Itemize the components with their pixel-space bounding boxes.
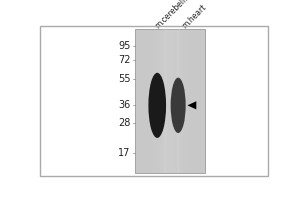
Bar	[163, 29, 164, 173]
Bar	[165, 29, 166, 173]
Bar	[186, 29, 187, 173]
Bar	[152, 29, 154, 173]
Bar	[180, 29, 181, 173]
Bar	[148, 29, 150, 173]
Bar	[176, 29, 178, 173]
Text: 36: 36	[118, 100, 130, 110]
Bar	[196, 29, 197, 173]
Bar	[174, 29, 175, 173]
Bar	[183, 29, 184, 173]
Bar	[170, 29, 171, 173]
Bar	[150, 29, 151, 173]
Bar	[160, 29, 161, 173]
Text: m.heart: m.heart	[181, 2, 208, 30]
Bar	[144, 29, 145, 173]
Bar	[172, 29, 173, 173]
Bar	[148, 29, 149, 173]
Text: 95: 95	[118, 41, 130, 51]
Bar	[147, 29, 148, 173]
Bar	[182, 29, 183, 173]
Bar	[143, 29, 144, 173]
Bar	[164, 29, 166, 173]
Text: 28: 28	[118, 118, 130, 128]
Bar	[181, 29, 182, 173]
Bar	[190, 29, 192, 173]
Bar	[167, 29, 168, 173]
Bar	[168, 29, 169, 173]
Bar	[145, 29, 146, 173]
Text: m.cerebellum: m.cerebellum	[154, 0, 197, 30]
Bar	[178, 29, 180, 173]
Bar	[146, 29, 147, 173]
Bar	[156, 29, 157, 173]
Bar	[192, 29, 194, 173]
Bar	[184, 29, 185, 173]
Bar	[179, 29, 181, 173]
Bar	[185, 29, 186, 173]
Text: 72: 72	[118, 55, 130, 65]
Bar	[190, 29, 191, 173]
Bar	[189, 29, 190, 173]
Text: 17: 17	[118, 148, 130, 158]
Bar	[135, 29, 205, 173]
Bar	[175, 29, 176, 173]
Bar	[164, 29, 165, 173]
Bar	[187, 29, 188, 173]
Bar	[194, 29, 195, 173]
Bar	[162, 29, 163, 173]
Polygon shape	[188, 101, 196, 109]
Bar	[195, 29, 196, 173]
Text: 55: 55	[118, 74, 130, 84]
Bar	[197, 29, 198, 173]
Ellipse shape	[148, 73, 166, 138]
Bar	[152, 29, 153, 173]
Bar	[166, 29, 167, 173]
Bar	[193, 29, 194, 173]
Bar	[157, 29, 158, 173]
Bar	[191, 29, 193, 173]
Bar	[158, 29, 159, 173]
Bar	[161, 29, 162, 173]
Bar	[159, 29, 160, 173]
Bar	[154, 29, 155, 173]
Bar	[171, 29, 172, 173]
Ellipse shape	[171, 78, 186, 133]
Bar	[173, 29, 174, 173]
Bar	[188, 29, 189, 173]
Bar	[176, 29, 177, 173]
Bar	[153, 29, 154, 173]
Bar	[155, 29, 156, 173]
Bar	[169, 29, 170, 173]
Bar	[151, 29, 152, 173]
Bar	[142, 29, 143, 173]
